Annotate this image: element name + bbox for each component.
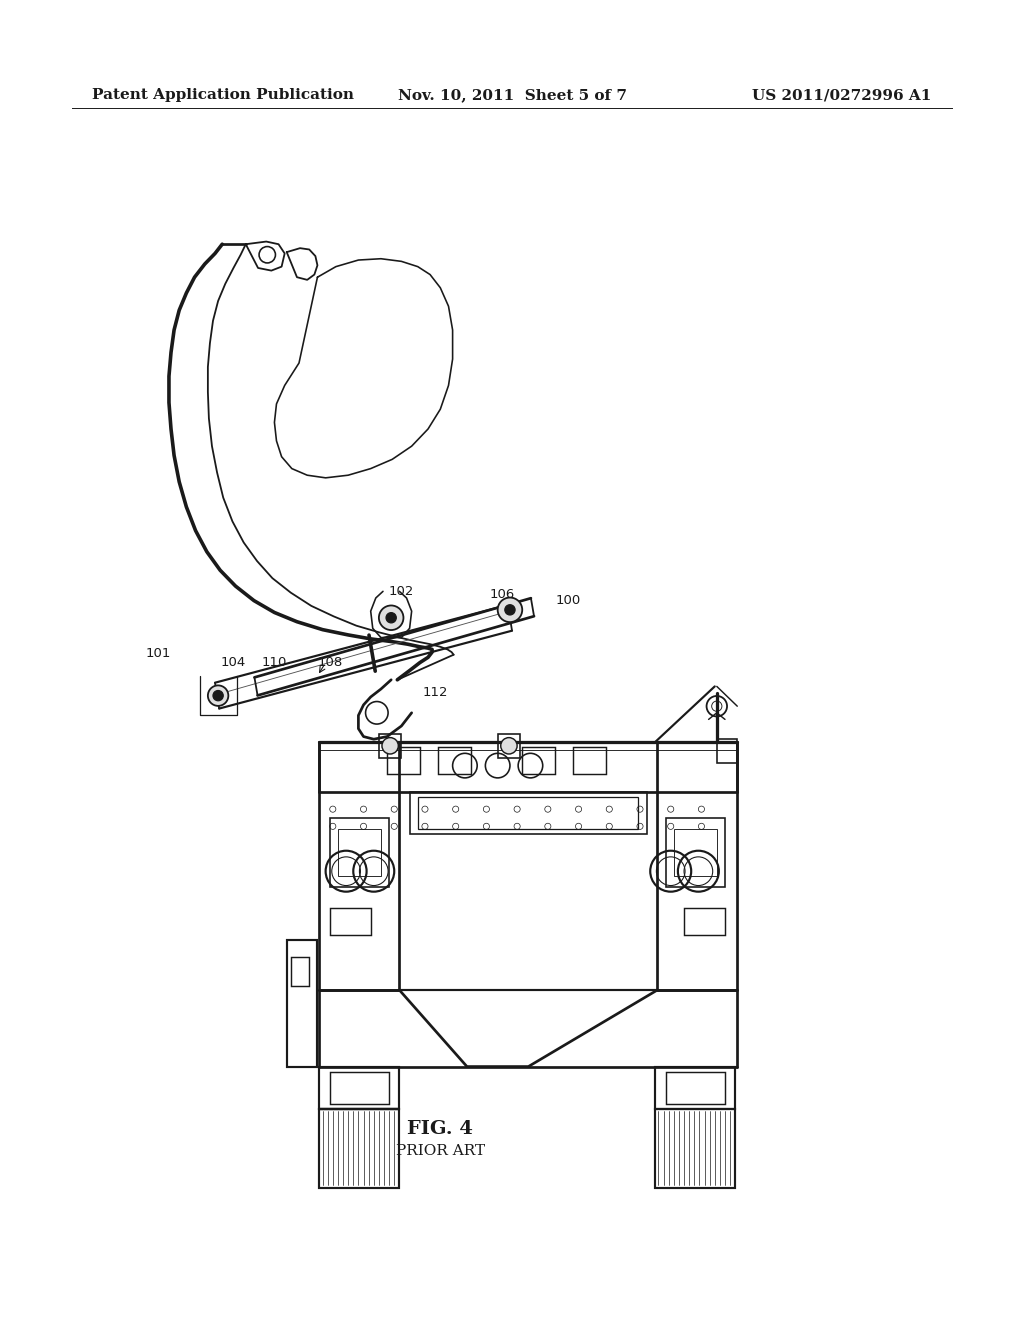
Bar <box>291 957 309 986</box>
Bar <box>319 1109 399 1188</box>
Bar <box>655 1109 735 1188</box>
Text: 102: 102 <box>389 585 414 598</box>
Bar <box>684 908 725 935</box>
Bar <box>410 792 647 834</box>
Circle shape <box>386 612 396 623</box>
Text: 110: 110 <box>262 656 287 669</box>
Text: FIG. 4: FIG. 4 <box>408 1119 473 1138</box>
Text: 100: 100 <box>556 594 581 607</box>
Bar <box>655 1067 735 1109</box>
Bar <box>418 797 638 829</box>
Bar <box>438 747 471 774</box>
Bar <box>387 747 420 774</box>
Bar <box>330 908 371 935</box>
Text: 106: 106 <box>489 587 514 601</box>
Circle shape <box>501 738 517 754</box>
Bar <box>330 818 389 887</box>
Bar <box>287 940 317 1067</box>
Circle shape <box>498 598 522 622</box>
Bar <box>498 734 520 758</box>
Text: PRIOR ART: PRIOR ART <box>395 1144 485 1158</box>
Text: Nov. 10, 2011  Sheet 5 of 7: Nov. 10, 2011 Sheet 5 of 7 <box>397 88 627 102</box>
Circle shape <box>382 738 398 754</box>
Text: US 2011/0272996 A1: US 2011/0272996 A1 <box>753 88 932 102</box>
Bar <box>522 747 555 774</box>
Bar <box>674 829 717 876</box>
Circle shape <box>379 606 403 630</box>
Bar <box>666 818 725 887</box>
Text: 108: 108 <box>317 656 342 669</box>
Bar <box>319 1067 399 1109</box>
Bar <box>379 734 401 758</box>
Circle shape <box>505 605 515 615</box>
Bar <box>338 829 381 876</box>
Text: 101: 101 <box>146 647 171 660</box>
Bar <box>573 747 606 774</box>
Circle shape <box>208 685 228 706</box>
Bar <box>717 739 737 763</box>
Bar <box>666 1072 725 1104</box>
Text: Patent Application Publication: Patent Application Publication <box>92 88 354 102</box>
Circle shape <box>213 690 223 701</box>
Bar <box>330 1072 389 1104</box>
Text: 112: 112 <box>423 686 447 700</box>
Text: 104: 104 <box>221 656 246 669</box>
